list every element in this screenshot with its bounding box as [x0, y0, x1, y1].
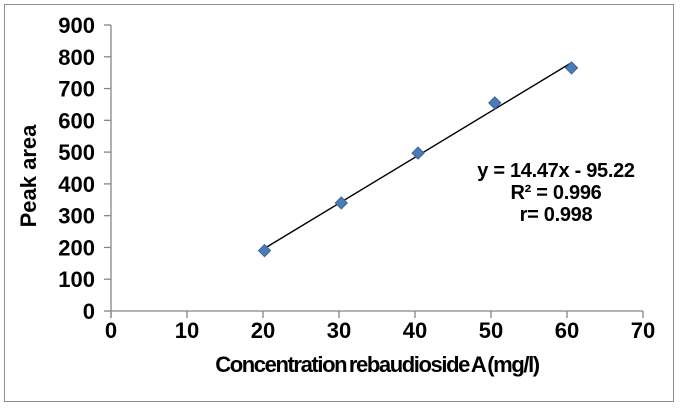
y-tick-label: 900 [58, 13, 95, 38]
y-tick-label: 800 [58, 45, 95, 70]
x-tick-label: 70 [631, 318, 655, 343]
x-axis-title: Concentration rebaudioside A (mg/l) [215, 352, 540, 377]
y-tick-label: 500 [58, 140, 95, 165]
y-tick-label: 700 [58, 77, 95, 102]
x-tick-label: 20 [251, 318, 275, 343]
x-tick-label: 0 [105, 318, 117, 343]
x-tick-label: 40 [403, 318, 427, 343]
x-tick-label: 10 [175, 318, 199, 343]
y-tick-label: 300 [58, 204, 95, 229]
trendline-annotation: y = 14.47x - 95.22 R² = 0.996 r= 0.998 [436, 160, 676, 226]
y-axis-title: Peak area [16, 124, 41, 228]
y-tick-label: 0 [83, 299, 95, 324]
x-tick-label: 60 [555, 318, 579, 343]
y-tick-label: 600 [58, 108, 95, 133]
data-point-marker [564, 61, 579, 75]
y-tick-label: 200 [58, 235, 95, 260]
x-tick-label: 50 [479, 318, 503, 343]
r-squared-value: R² = 0.996 [510, 182, 602, 204]
y-tick-label: 400 [58, 172, 95, 197]
correlation-value: r= 0.998 [519, 204, 593, 226]
data-point-marker [257, 243, 272, 258]
y-tick-label: 100 [58, 267, 95, 292]
x-tick-label: 30 [327, 318, 351, 343]
trendline-equation: y = 14.47x - 95.22 [477, 160, 635, 182]
data-point-marker [488, 96, 502, 110]
data-point-marker [411, 146, 425, 160]
data-point-marker [334, 196, 348, 210]
